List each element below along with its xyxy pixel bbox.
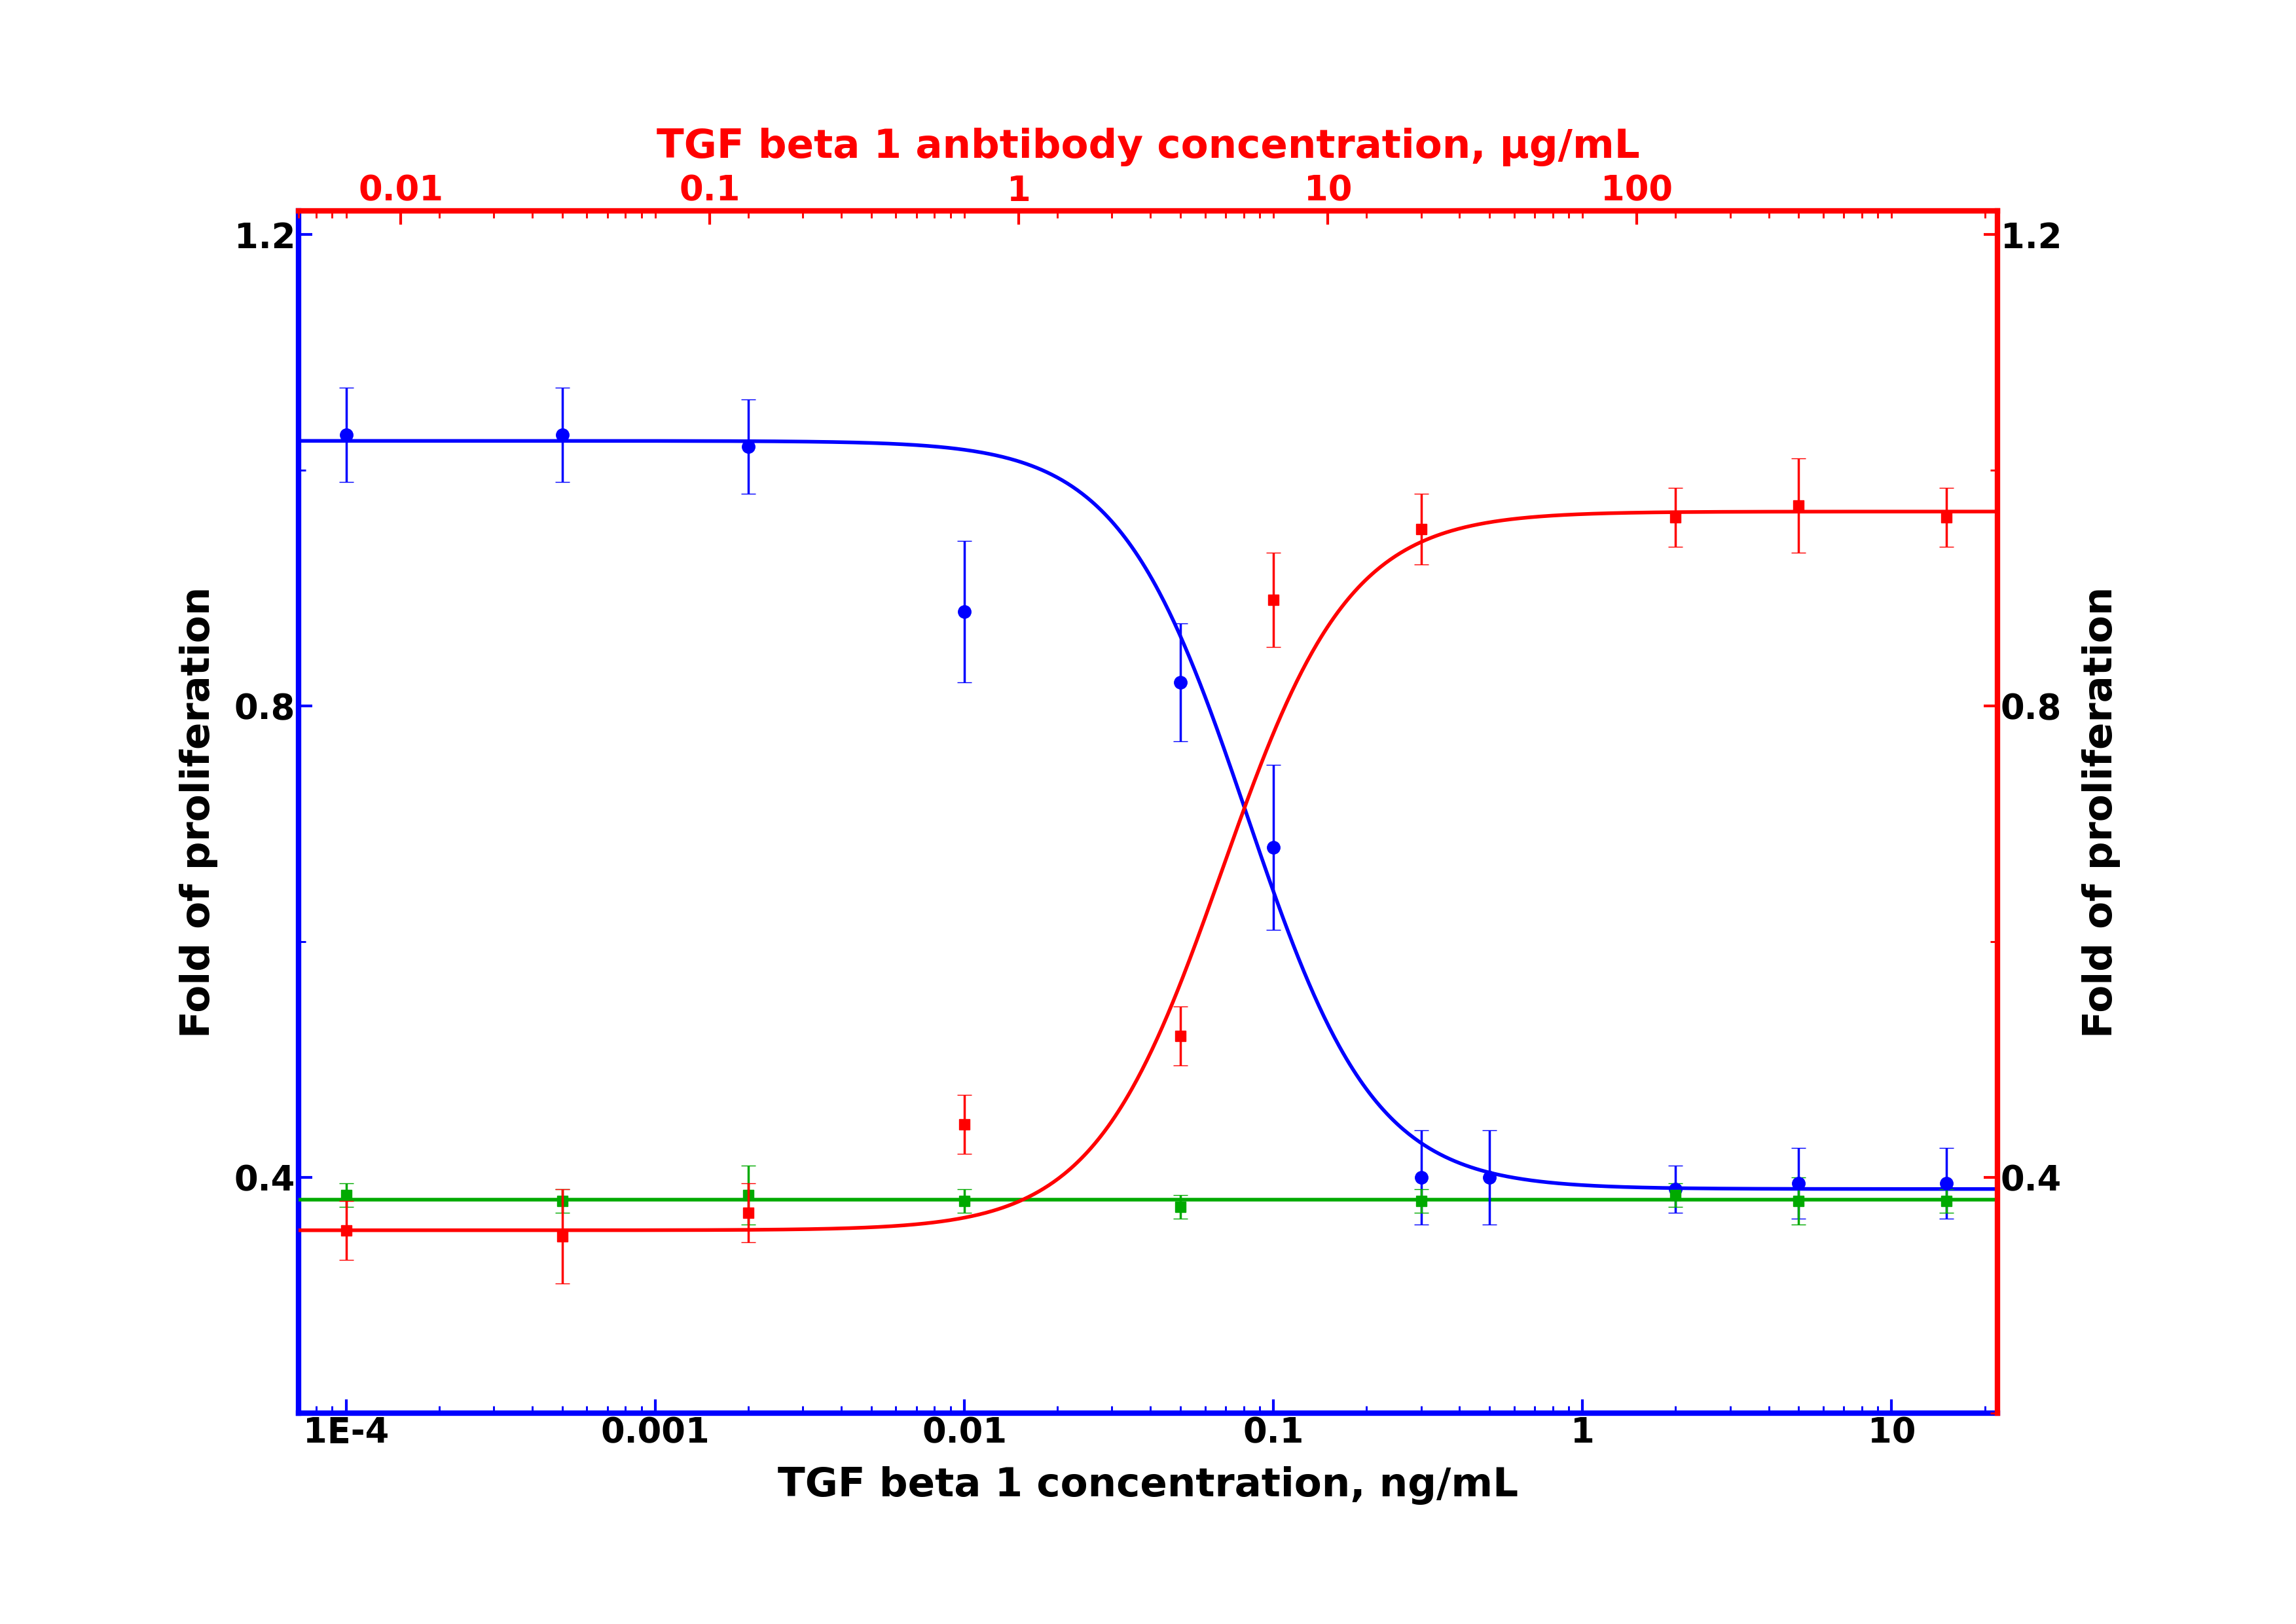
Y-axis label: Fold of proliferation: Fold of proliferation xyxy=(2082,586,2122,1038)
X-axis label: TGF beta 1 anbtibody concentration, μg/mL: TGF beta 1 anbtibody concentration, μg/m… xyxy=(657,127,1639,166)
Y-axis label: Fold of proliferation: Fold of proliferation xyxy=(179,586,218,1038)
X-axis label: TGF beta 1 concentration, ng/mL: TGF beta 1 concentration, ng/mL xyxy=(778,1466,1518,1505)
